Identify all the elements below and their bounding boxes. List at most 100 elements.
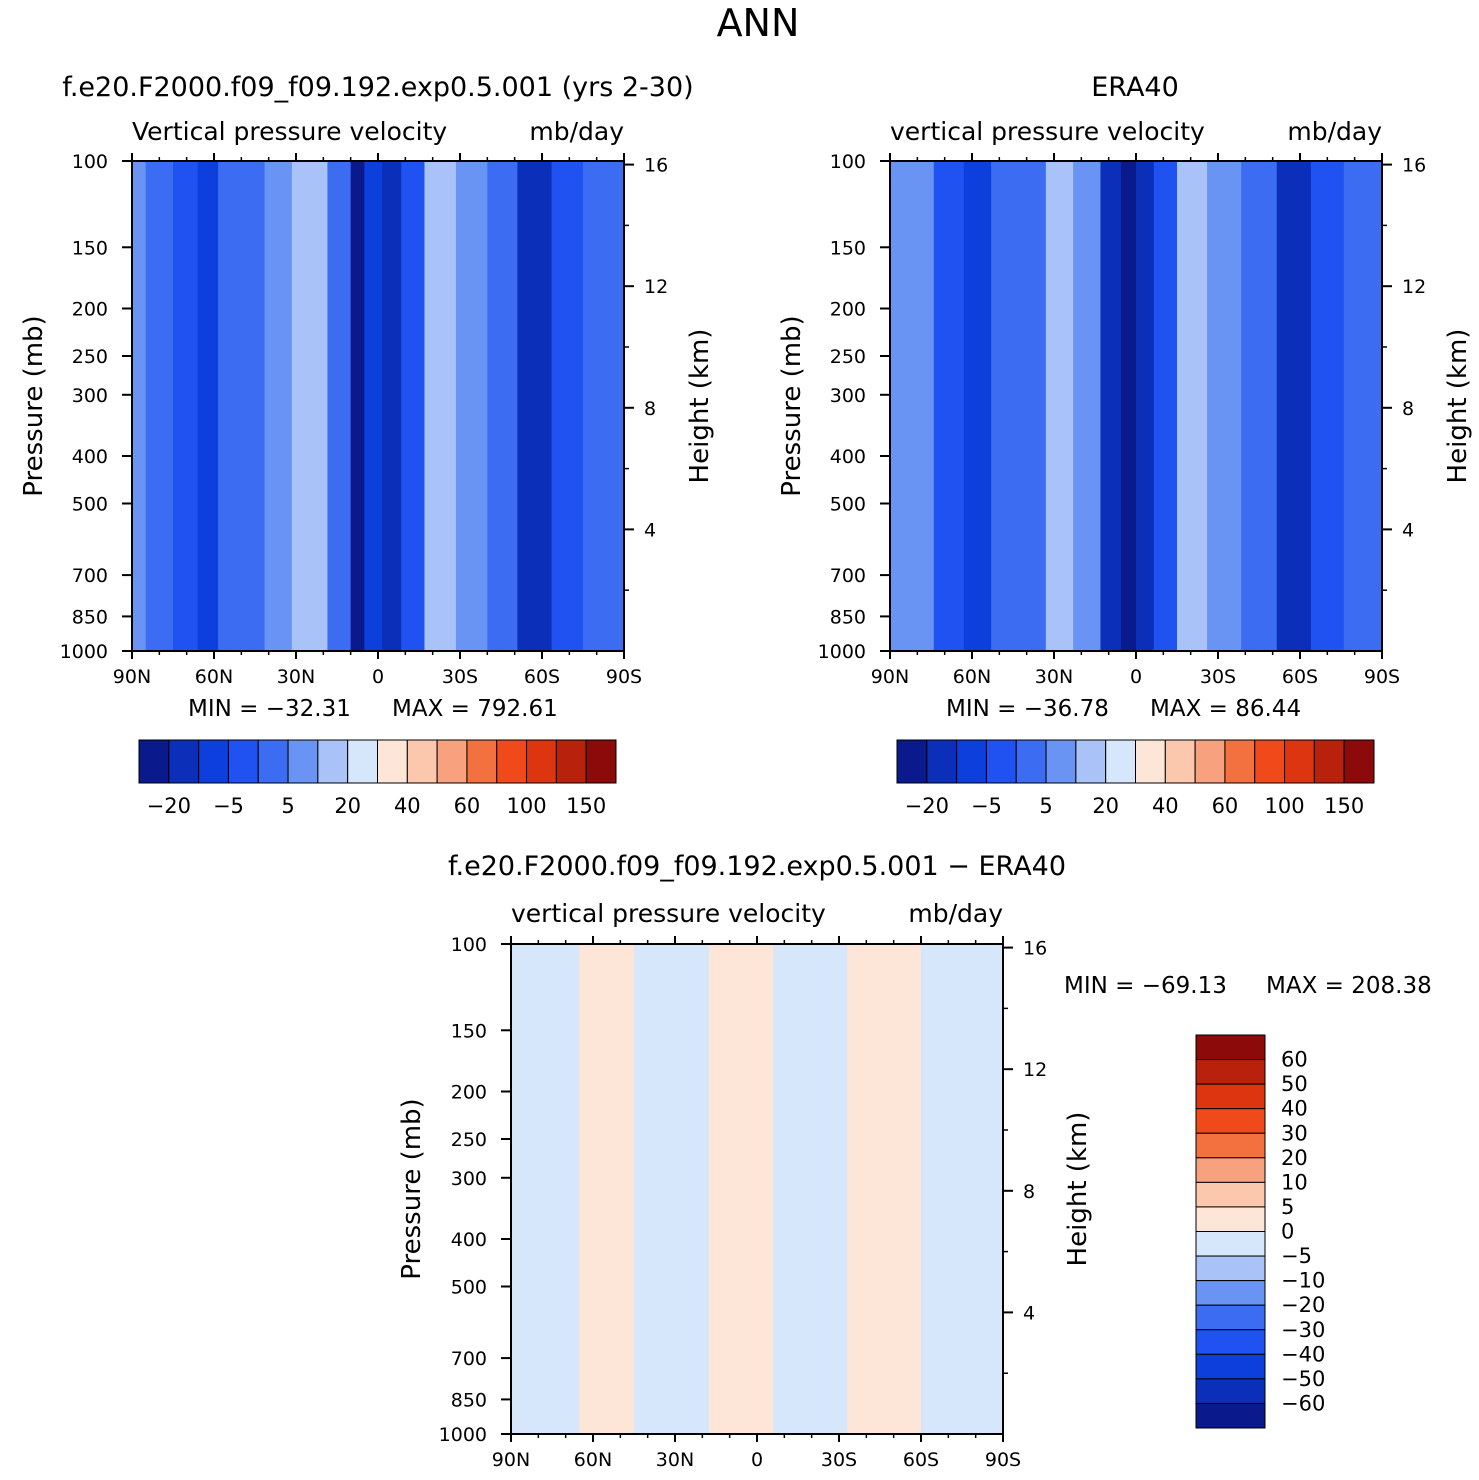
- diff-y-tick-label: 400: [451, 1229, 487, 1251]
- model-field-band: [551, 161, 584, 651]
- model-field-band: [173, 161, 199, 651]
- model-colorbar-box: [466, 739, 498, 784]
- diff-x-tick-label: 0: [751, 1449, 763, 1471]
- panel-obs-colorbar: −20 −5 5 20 40 60 100 150: [896, 739, 1375, 818]
- model-colorbar-label: −20: [147, 794, 191, 818]
- model-y-tick-label: 500: [72, 493, 108, 515]
- diff-colorbar-label: 0: [1281, 1220, 1294, 1244]
- model-y-tick-label: 1000: [60, 641, 108, 663]
- model-colorbar-box: [377, 739, 408, 784]
- model-field-band: [145, 161, 174, 651]
- diff-x-tick-label: 30N: [656, 1449, 694, 1471]
- model-colorbar-box: [257, 739, 289, 784]
- model-colorbar-label: 100: [507, 794, 547, 818]
- obs-colorbar-box: [926, 739, 958, 784]
- obs-x-tick-label: 90S: [1364, 666, 1400, 688]
- panel-diff-ylabel: Pressure (mb): [397, 1098, 427, 1279]
- diff-field-band: [675, 944, 710, 1434]
- obs-field-band: [1276, 161, 1312, 651]
- diff-y-tick-label: 200: [451, 1082, 487, 1104]
- diff-colorbar-box: [1195, 1059, 1266, 1085]
- panel-obs-min: MIN = −36.78: [946, 696, 1109, 722]
- diff-field-band: [511, 944, 539, 1434]
- obs-colorbar-label: 100: [1265, 794, 1305, 818]
- diff-colorbar-label: 50: [1281, 1072, 1308, 1096]
- diff-colorbar-box: [1195, 1231, 1266, 1257]
- panel-obs-ylabel: Pressure (mb): [777, 315, 807, 496]
- diff-colorbar-label: −10: [1281, 1269, 1325, 1293]
- diff-colorbar-box: [1195, 1255, 1266, 1282]
- diff-colorbar-box: [1195, 1083, 1266, 1110]
- model-x-tick-label: 60S: [524, 666, 560, 688]
- diff-colorbar-box: [1195, 1402, 1266, 1429]
- diff-y-tick-label: 700: [451, 1348, 487, 1370]
- model-field-band: [197, 161, 219, 651]
- panel-diff-y2label: Height (km): [1063, 1112, 1093, 1267]
- model-x-tick-label: 30N: [277, 666, 315, 688]
- model-field-band: [487, 161, 518, 651]
- obs-field-band: [1241, 161, 1278, 651]
- obs-field-band: [1018, 161, 1047, 651]
- obs-field-band: [1073, 161, 1101, 651]
- panel-model-title: f.e20.F2000.f09_f09.192.exp0.5.001 (yrs …: [62, 72, 693, 103]
- obs-colorbar-box: [1105, 739, 1136, 784]
- panel-obs-y2label: Height (km): [1443, 329, 1473, 484]
- figure-title: ANN: [717, 1, 800, 45]
- panel-model-y2label: Height (km): [685, 329, 715, 484]
- model-y-tick-label: 250: [72, 346, 108, 368]
- model-y-tick-label: 150: [72, 237, 108, 259]
- obs-colorbar-label: 150: [1324, 794, 1364, 818]
- obs-y-tick-label: 200: [830, 299, 866, 321]
- model-x-tick-label: 90S: [606, 666, 642, 688]
- obs-field-band: [963, 161, 992, 651]
- diff-colorbar-label: 40: [1281, 1097, 1308, 1121]
- model-y-tick-label: 700: [72, 565, 108, 587]
- model-y-tick-label: 100: [72, 151, 108, 173]
- diff-y2-tick-label: 12: [1023, 1059, 1047, 1081]
- diff-y-tick-label: 250: [451, 1129, 487, 1151]
- model-colorbar-box: [198, 739, 229, 784]
- panel-obs: ERA40 vertical pressure velocity mb/day …: [777, 72, 1473, 818]
- panel-model-plot: 90N 60N 30N 0 30S 60S 90S 100 150 200 250 300 400 500…: [60, 151, 669, 688]
- model-colorbar-box: [168, 739, 200, 784]
- obs-y2-tick-label: 4: [1402, 519, 1414, 541]
- obs-field-band: [1310, 161, 1345, 651]
- obs-colorbar-box: [985, 739, 1017, 784]
- diff-colorbar-label: 10: [1281, 1170, 1308, 1194]
- model-y-tick-label: 850: [72, 606, 108, 628]
- model-colorbar-label: 60: [454, 794, 481, 818]
- diff-y-tick-label: 150: [451, 1020, 487, 1042]
- model-field-band: [264, 161, 293, 651]
- obs-y2-tick-label: 12: [1402, 276, 1426, 298]
- obs-y-tick-label: 300: [830, 385, 866, 407]
- model-colorbar-box: [317, 739, 349, 784]
- obs-field-band: [1343, 161, 1372, 651]
- obs-field-band: [1045, 161, 1074, 651]
- diff-x-tick-label: 60S: [903, 1449, 939, 1471]
- obs-field-band: [991, 161, 1019, 651]
- obs-y-tick-label: 400: [830, 446, 866, 468]
- diff-field-band: [847, 944, 885, 1434]
- panel-model-subtitle-right: mb/day: [529, 117, 624, 146]
- diff-y2-tick-label: 4: [1023, 1302, 1035, 1324]
- obs-colorbar-box: [1015, 739, 1047, 784]
- obs-colorbar-box: [1164, 739, 1196, 784]
- model-field-band: [350, 161, 365, 651]
- obs-field-band: [1177, 161, 1208, 651]
- diff-field-band: [884, 944, 922, 1434]
- obs-field-band: [1371, 161, 1383, 651]
- panel-diff-min: MIN = −69.13: [1064, 973, 1227, 999]
- model-field-band: [382, 161, 402, 651]
- obs-y2-tick-label: 8: [1402, 398, 1414, 420]
- obs-colorbar-label: 40: [1152, 794, 1179, 818]
- model-field-band: [241, 161, 266, 651]
- diff-field-band: [709, 944, 737, 1434]
- panel-obs-subtitle-right: mb/day: [1287, 117, 1382, 146]
- model-colorbar-label: 20: [334, 794, 361, 818]
- model-colorbar-label: 5: [281, 794, 294, 818]
- panel-obs-max: MAX = 86.44: [1150, 696, 1301, 722]
- model-colorbar-box: [227, 739, 259, 784]
- obs-field-band: [933, 161, 965, 651]
- obs-colorbar-label: −20: [905, 794, 949, 818]
- diff-field-band: [606, 944, 635, 1434]
